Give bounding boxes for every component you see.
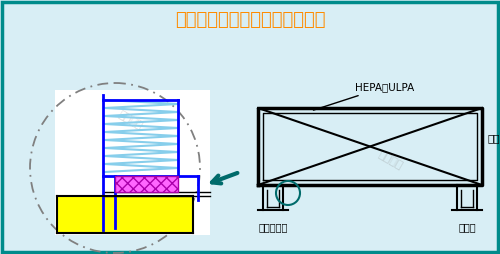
FancyBboxPatch shape (115, 176, 178, 192)
Text: 密封液: 密封液 (458, 222, 476, 232)
Text: 刀架: 刀架 (488, 133, 500, 143)
FancyBboxPatch shape (55, 90, 210, 235)
Text: 液槽密封高效过滤器安装示意图: 液槽密封高效过滤器安装示意图 (175, 11, 325, 29)
Text: 广州梓净: 广州梓净 (116, 109, 144, 131)
FancyBboxPatch shape (57, 196, 193, 233)
Text: HEPA或ULPA: HEPA或ULPA (314, 82, 414, 110)
Text: 广州梓净: 广州梓净 (376, 149, 404, 171)
Text: 铝合金液槽: 铝合金液槽 (258, 222, 288, 232)
